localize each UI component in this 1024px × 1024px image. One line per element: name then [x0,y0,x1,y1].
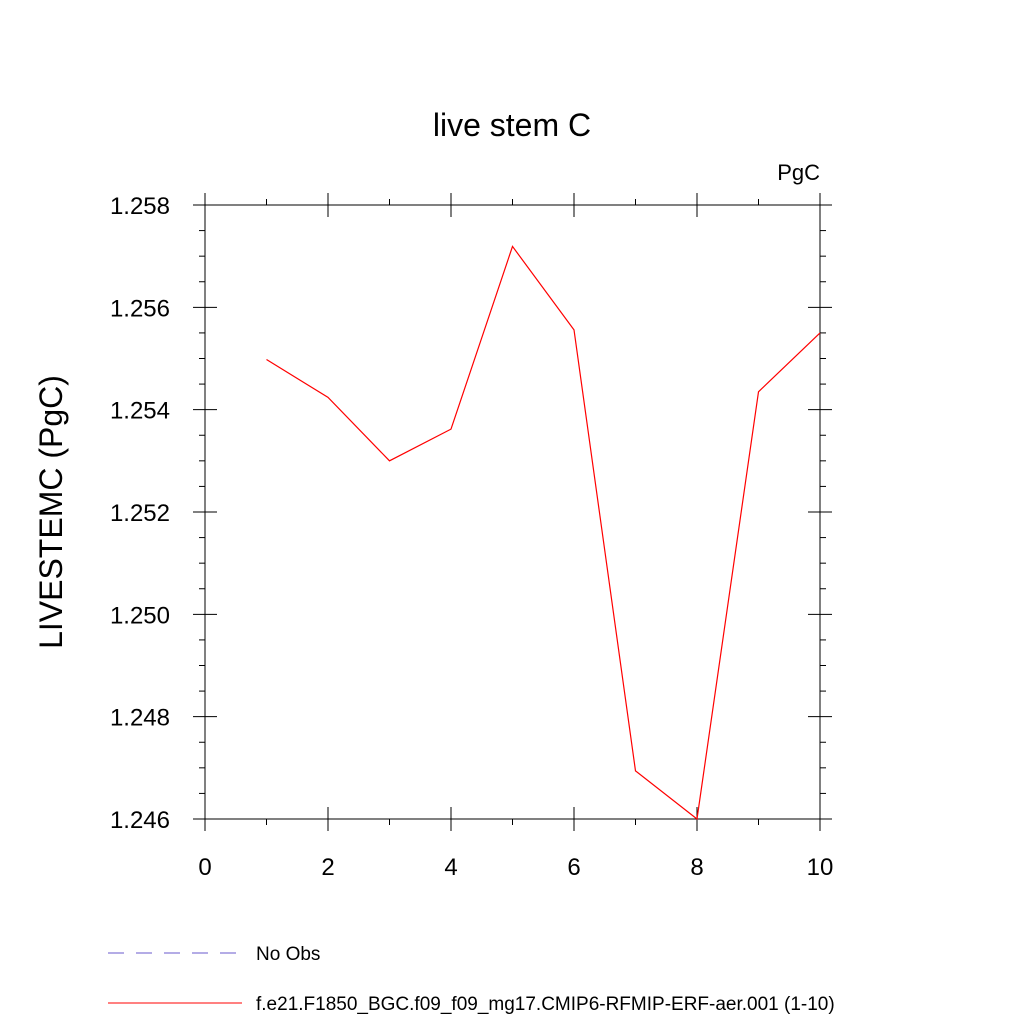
y-tick-label: 1.258 [110,193,170,220]
y-tick-label: 1.248 [110,705,170,732]
units-label: PgC [777,160,820,185]
chart-title: live stem C [433,107,591,143]
x-tick-label: 8 [690,854,703,881]
series-line [266,245,821,821]
legend: No Obs f.e21.F1850_BGC.f09_f09_mg17.CMIP6… [108,944,835,1015]
y-tick-label: 1.252 [110,500,170,527]
x-tick-label: 0 [198,854,211,881]
series-layer [266,245,821,821]
y-tick-label: 1.246 [110,807,170,834]
legend-label: f.e21.F1850_BGC.f09_f09_mg17.CMIP6-RFMIP… [256,994,835,1015]
plot-frame [204,204,821,820]
x-tick-label: 6 [567,854,580,881]
y-tick-label: 1.254 [110,398,170,425]
y-tick-label: 1.250 [110,602,170,629]
tick-labels-layer: 0 2 4 6 8 10 1.246 1.248 1.250 1.252 1.254 1.256 1.2… [110,193,833,881]
legend-label: No Obs [256,944,320,965]
ticks-layer [193,193,832,831]
y-tick-label: 1.256 [110,295,170,322]
y-axis-label: LIVESTEMC (PgC) [33,375,69,649]
x-tick-label: 2 [321,854,334,881]
x-tick-label: 4 [444,854,457,881]
x-tick-label: 10 [807,854,834,881]
